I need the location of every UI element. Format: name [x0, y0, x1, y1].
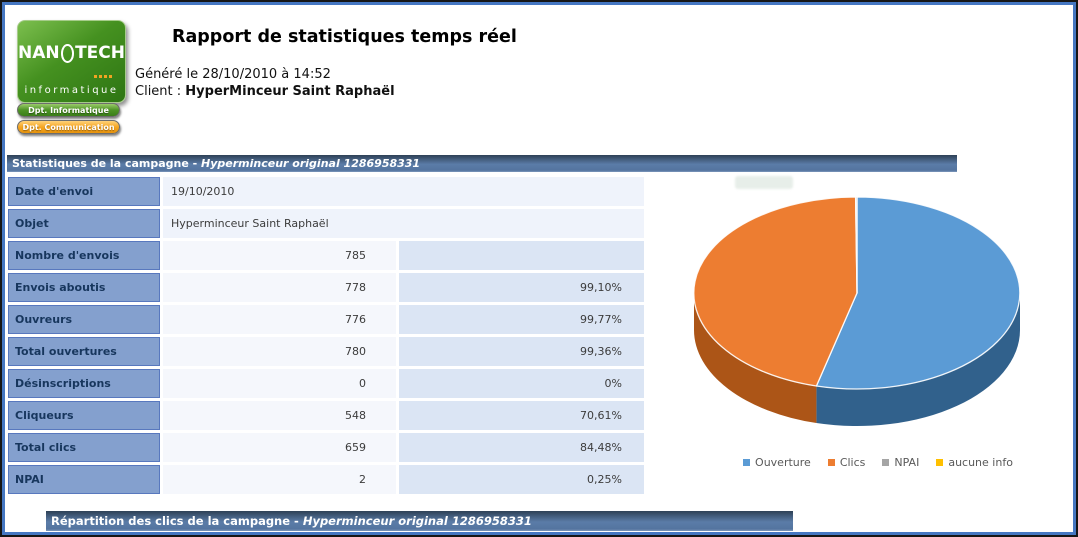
legend-swatch-icon	[827, 459, 835, 466]
row-percent: 99,77%	[399, 305, 644, 334]
chart-legend: Ouverture Clics NPAI aucune info	[698, 456, 1058, 469]
clicks-section-prefix: Répartition des clics de la campagne -	[51, 514, 303, 528]
dpt-communication-button[interactable]: Dpt. Communication	[17, 120, 120, 134]
row-percent: 99,36%	[399, 337, 644, 366]
pie-slice-side	[694, 293, 817, 423]
logo-dots-icon	[94, 75, 112, 78]
row-label: Cliqueurs	[8, 401, 160, 430]
row-value: Hyperminceur Saint Raphaël	[163, 209, 644, 238]
watermark-artifact	[735, 176, 793, 189]
logo-brand: NAN TECH	[18, 43, 125, 63]
clicks-pie-chart: Ouverture Clics NPAI aucune info	[658, 168, 1058, 488]
legend-item: NPAI	[882, 456, 919, 469]
client-name: HyperMinceur Saint Raphaël	[185, 84, 395, 99]
row-value: 19/10/2010	[163, 177, 644, 206]
row-value: 776	[163, 305, 396, 334]
row-percent: 70,61%	[399, 401, 644, 430]
legend-item: aucune info	[936, 456, 1013, 469]
table-row: Objet Hyperminceur Saint Raphaël	[8, 209, 645, 238]
row-value: 780	[163, 337, 396, 366]
client-line: Client : HyperMinceur Saint Raphaël	[135, 84, 395, 99]
stats-table: Date d'envoi 19/10/2010 Objet Hyperminceur …	[8, 177, 645, 497]
row-label: Désinscriptions	[8, 369, 160, 398]
stats-campaign-name: Hyperminceur original 1286958331	[201, 157, 421, 170]
table-row: Ouvreurs 776 99,77%	[8, 305, 645, 334]
row-label: Total clics	[8, 433, 160, 462]
row-label: Ouvreurs	[8, 305, 160, 334]
table-row: Cliqueurs 548 70,61%	[8, 401, 645, 430]
nanotech-logo[interactable]: NAN TECH informatique	[17, 20, 126, 103]
table-row: NPAI 2 0,25%	[8, 465, 645, 494]
row-value: 785	[163, 241, 396, 270]
row-value: 659	[163, 433, 396, 462]
row-value: 0	[163, 369, 396, 398]
row-percent: 84,48%	[399, 433, 644, 462]
table-row: Désinscriptions 0 0%	[8, 369, 645, 398]
row-percent	[399, 241, 644, 270]
legend-swatch-icon	[882, 459, 890, 466]
row-label: NPAI	[8, 465, 160, 494]
client-label: Client :	[135, 84, 182, 99]
row-label: Date d'envoi	[8, 177, 160, 206]
stats-section-prefix: Statistiques de la campagne -	[12, 157, 202, 170]
pie-slice-ouverture	[815, 196, 1021, 390]
row-value: 2	[163, 465, 396, 494]
row-value: 778	[163, 273, 396, 302]
row-percent: 0,25%	[399, 465, 644, 494]
legend-item: Ouverture	[743, 456, 811, 469]
table-row: Envois aboutis 778 99,10%	[8, 273, 645, 302]
row-label: Envois aboutis	[8, 273, 160, 302]
legend-swatch-icon	[743, 459, 751, 466]
logo-text-left: NAN	[18, 43, 60, 63]
legend-label: NPAI	[894, 456, 920, 469]
row-value: 548	[163, 401, 396, 430]
logo-o-ring-icon	[60, 43, 75, 63]
clicks-section-header: Répartition des clics de la campagne - H…	[46, 511, 793, 531]
table-row: Nombre d'envois 785	[8, 241, 645, 270]
page-title: Rapport de statistiques temps réel	[172, 27, 517, 47]
legend-label: Clics	[839, 456, 866, 469]
pie-chart-svg	[693, 196, 1021, 427]
pie-slice-npai	[854, 196, 858, 294]
logo-tagline: informatique	[24, 85, 119, 96]
clicks-campaign-name: Hyperminceur original 1286958331	[302, 514, 532, 528]
table-row: Date d'envoi 19/10/2010	[8, 177, 645, 206]
legend-item: Clics	[827, 456, 866, 469]
row-label: Nombre d'envois	[8, 241, 160, 270]
generated-date: Généré le 28/10/2010 à 14:52	[135, 67, 331, 82]
pie-slice-side	[816, 293, 1020, 427]
logo-text-right: TECH	[75, 43, 125, 63]
row-percent: 99,10%	[399, 273, 644, 302]
stats-section-header: Statistiques de la campagne - Hypermince…	[7, 155, 957, 172]
table-row: Total clics 659 84,48%	[8, 433, 645, 462]
legend-label: Ouverture	[755, 456, 811, 469]
row-label: Total ouvertures	[8, 337, 160, 366]
table-row: Total ouvertures 780 99,36%	[8, 337, 645, 366]
pie-slice-clics	[693, 196, 858, 387]
legend-swatch-icon	[936, 459, 944, 466]
row-percent: 0%	[399, 369, 644, 398]
row-label: Objet	[8, 209, 160, 238]
legend-label: aucune info	[948, 456, 1013, 469]
dpt-informatique-button[interactable]: Dpt. Informatique	[17, 103, 120, 117]
